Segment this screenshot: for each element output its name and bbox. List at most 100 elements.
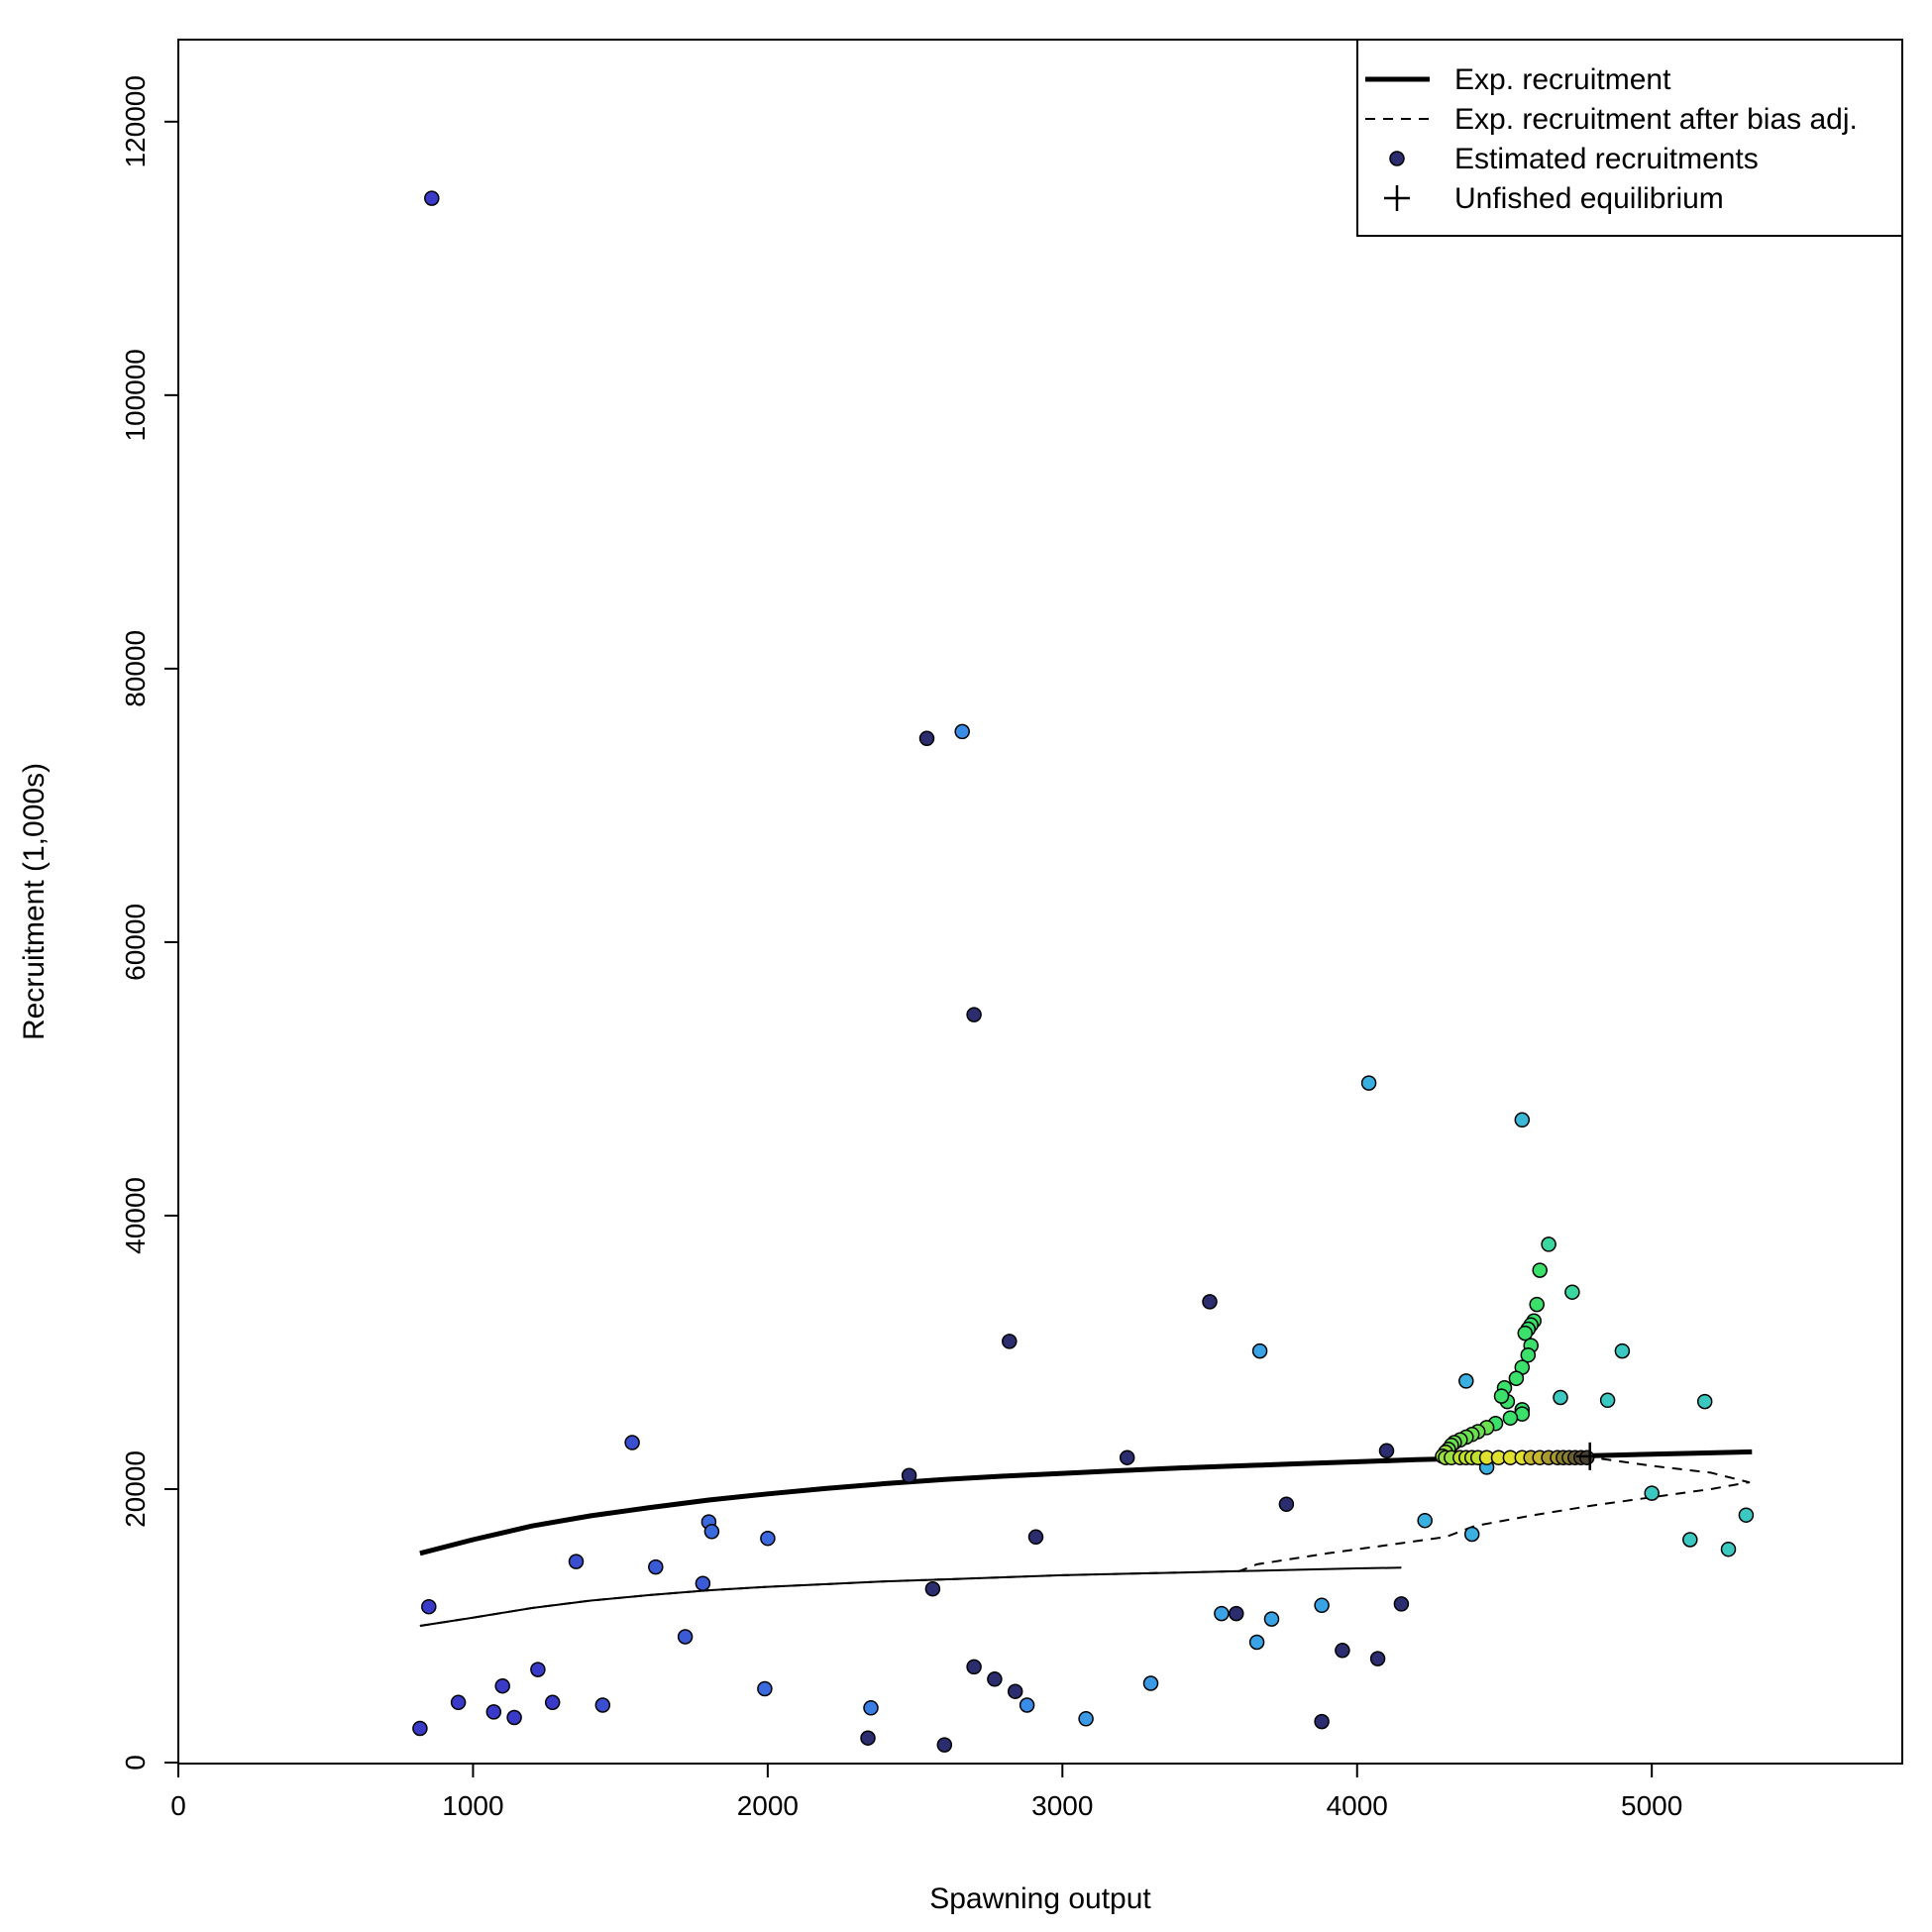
recruitment-point <box>757 1680 773 1697</box>
y-tick-label: 40000 <box>120 1177 151 1254</box>
recruitment-point <box>966 1659 982 1675</box>
recruitment-point <box>1493 1388 1510 1404</box>
recruitment-point <box>494 1677 510 1694</box>
recruitment-point <box>1529 1296 1545 1313</box>
recruitment-point <box>1263 1611 1280 1627</box>
recruitment-point <box>1142 1675 1159 1691</box>
legend: Exp. recruitment Exp. recruitment after … <box>1356 39 1903 237</box>
recruitment-point <box>1520 1346 1537 1363</box>
recruitment-point <box>1278 1496 1295 1512</box>
y-tick-label: 20000 <box>120 1450 151 1528</box>
axes: 0 1000 2000 3000 4000 5000 0 20000 40000 60000 800… <box>120 75 1682 1821</box>
recruitment-point <box>1393 1596 1410 1612</box>
recruitment-point <box>544 1694 561 1711</box>
legend-label-exp-recruitment: Exp. recruitment <box>1454 63 1671 96</box>
legend-box <box>1356 39 1903 237</box>
recruitment-point <box>1007 1683 1023 1699</box>
recruitment-point <box>506 1709 522 1726</box>
recruitment-point <box>1078 1711 1094 1727</box>
recruitment-point <box>624 1435 640 1450</box>
recruitment-point <box>594 1697 611 1713</box>
y-tick-label: 60000 <box>120 904 151 981</box>
recruitment-point <box>568 1554 585 1569</box>
recruitment-point <box>1614 1342 1631 1359</box>
recruitment-point <box>954 723 970 740</box>
recruitment-point <box>1458 1373 1474 1389</box>
x-tick-label: 1000 <box>442 1790 503 1821</box>
recruitment-point <box>1682 1532 1698 1548</box>
recruitment-point <box>1578 1449 1595 1465</box>
recruitment-point <box>760 1530 776 1547</box>
recruitment-point <box>860 1730 876 1746</box>
recruitment-point <box>1502 1410 1519 1426</box>
recruitment-point <box>1508 1370 1525 1386</box>
recruitment-point <box>1214 1605 1230 1622</box>
recruitment-point <box>1517 1325 1534 1342</box>
x-tick-label: 0 <box>170 1790 186 1821</box>
legend-point-swatch <box>1389 151 1405 166</box>
recruitment-point <box>1002 1334 1018 1349</box>
x-tick-label: 4000 <box>1327 1790 1388 1821</box>
curve-layer <box>419 1449 1753 1627</box>
recruitment-point <box>1463 1526 1480 1543</box>
recruitment-point <box>1532 1262 1548 1278</box>
recruitment-point <box>412 1720 428 1737</box>
legend-label-unfished-equilibrium: Unfished equilibrium <box>1454 182 1724 215</box>
recruitment-point <box>1369 1651 1386 1666</box>
recruitment-point <box>1696 1393 1713 1410</box>
unfished-equilibrium-layer <box>1575 1442 1604 1470</box>
recruitment-point <box>421 1598 437 1615</box>
y-tick-label: 120000 <box>120 75 151 167</box>
y-tick-label: 80000 <box>120 630 151 707</box>
recruitment-point <box>1027 1529 1044 1546</box>
legend-label-exp-recruitment-bias-adj: Exp. recruitment after bias adj. <box>1454 103 1858 136</box>
recruitment-point <box>1720 1541 1737 1557</box>
recruitment-point <box>1417 1512 1433 1529</box>
exp-recruitment-line <box>419 1449 1753 1556</box>
plot-frame <box>177 39 1903 1765</box>
recruitment-point <box>1564 1284 1580 1300</box>
recruitment-point <box>1514 1112 1531 1128</box>
recruitment-point <box>936 1737 953 1753</box>
recruitment-point <box>1314 1713 1330 1730</box>
recruitment-point <box>1019 1697 1035 1713</box>
recruitment-point <box>450 1694 467 1711</box>
recruitment-point <box>1335 1643 1350 1659</box>
recruitment-point <box>530 1662 546 1677</box>
recruitment-point <box>918 730 935 747</box>
legend-label-estimated-recruitments: Estimated recruitments <box>1454 143 1759 175</box>
recruitment-point <box>648 1558 664 1575</box>
x-tick-label: 5000 <box>1621 1790 1682 1821</box>
recruitment-point <box>1378 1443 1395 1459</box>
recruitment-point <box>966 1007 982 1022</box>
recruitment-point <box>924 1580 941 1597</box>
legend-plus-swatch <box>1384 185 1410 211</box>
recruitment-point <box>1119 1449 1135 1465</box>
recruitment-point <box>1541 1236 1556 1252</box>
recruitment-point <box>1229 1605 1244 1622</box>
recruitment-point <box>987 1671 1003 1687</box>
x-tick-label: 2000 <box>737 1790 799 1821</box>
recruitment-point <box>1251 1342 1268 1359</box>
recruitment-point <box>1644 1485 1660 1501</box>
exp-recruitment-bias-adj-line <box>419 1456 1751 1627</box>
recruitment-point <box>1360 1075 1377 1091</box>
recruitment-point <box>1248 1634 1265 1651</box>
recruitment-point <box>1599 1392 1616 1409</box>
recruitment-point <box>1202 1294 1218 1310</box>
recruitment-point <box>695 1575 711 1591</box>
y-tick-label: 0 <box>120 1755 151 1771</box>
y-tick-label: 100000 <box>120 349 151 441</box>
x-tick-label: 3000 <box>1031 1790 1093 1821</box>
recruitment-point <box>424 190 440 206</box>
recruitment-point <box>863 1700 879 1716</box>
points-layer <box>412 190 1755 1753</box>
recruitment-point <box>677 1629 694 1645</box>
recruitment-point <box>1738 1507 1755 1523</box>
x-axis-title: Spawning output <box>929 1882 1151 1915</box>
recruitment-point <box>901 1467 917 1483</box>
exp-recruitment-bias-adj-segment <box>419 1566 1402 1627</box>
y-axis-title: Recruitment (1,000s) <box>18 763 51 1040</box>
recruitment-point <box>1553 1389 1568 1406</box>
